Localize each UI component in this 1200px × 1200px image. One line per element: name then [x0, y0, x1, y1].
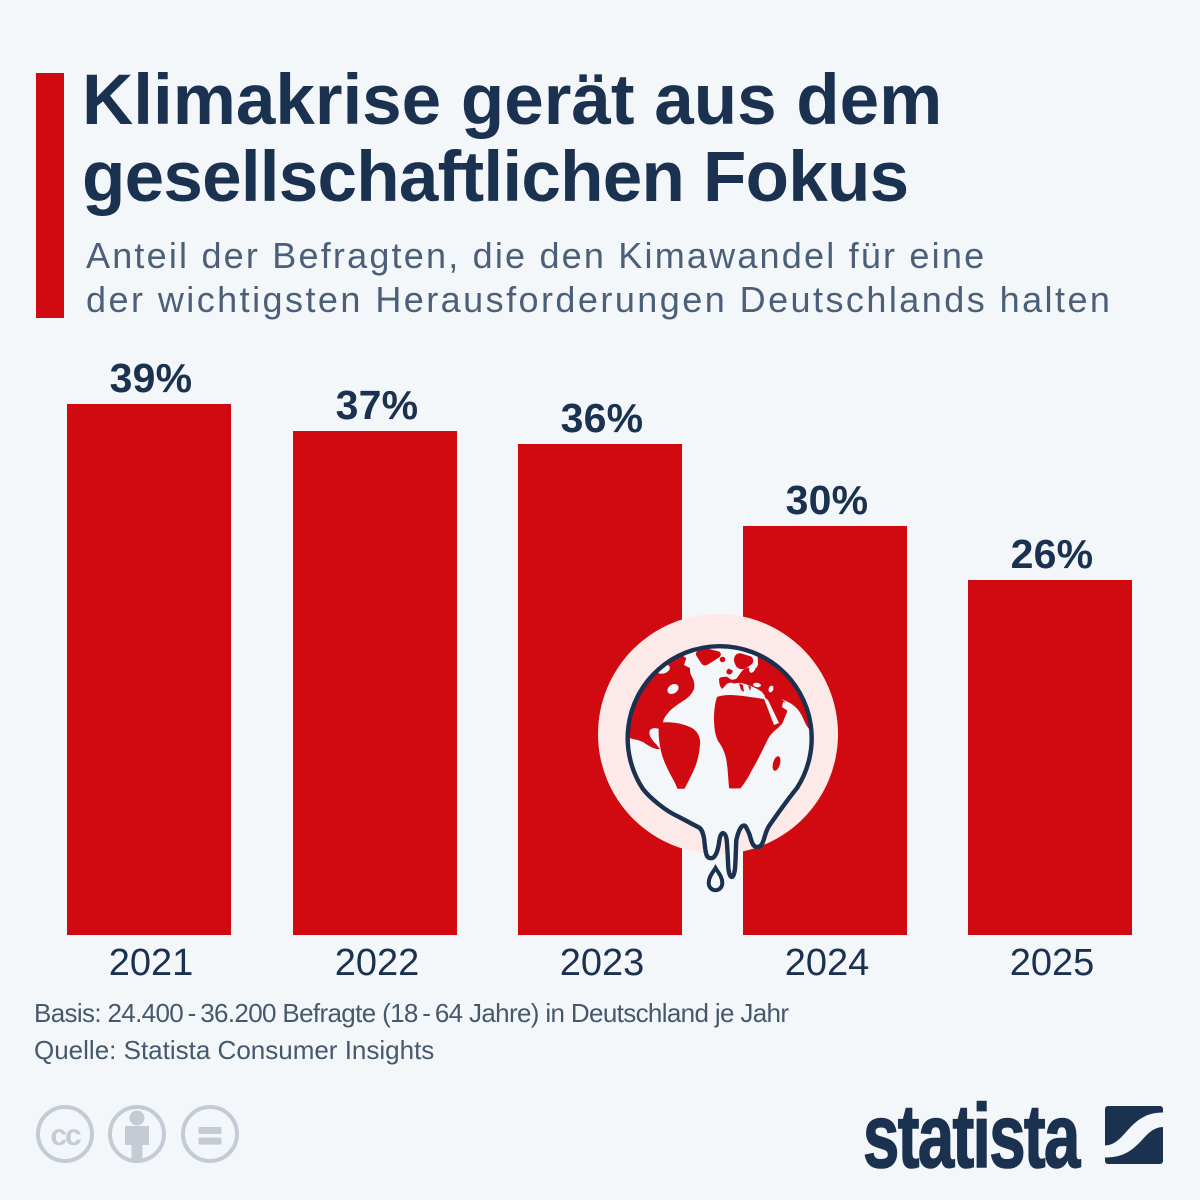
svg-text:cc: cc [50, 1119, 81, 1152]
